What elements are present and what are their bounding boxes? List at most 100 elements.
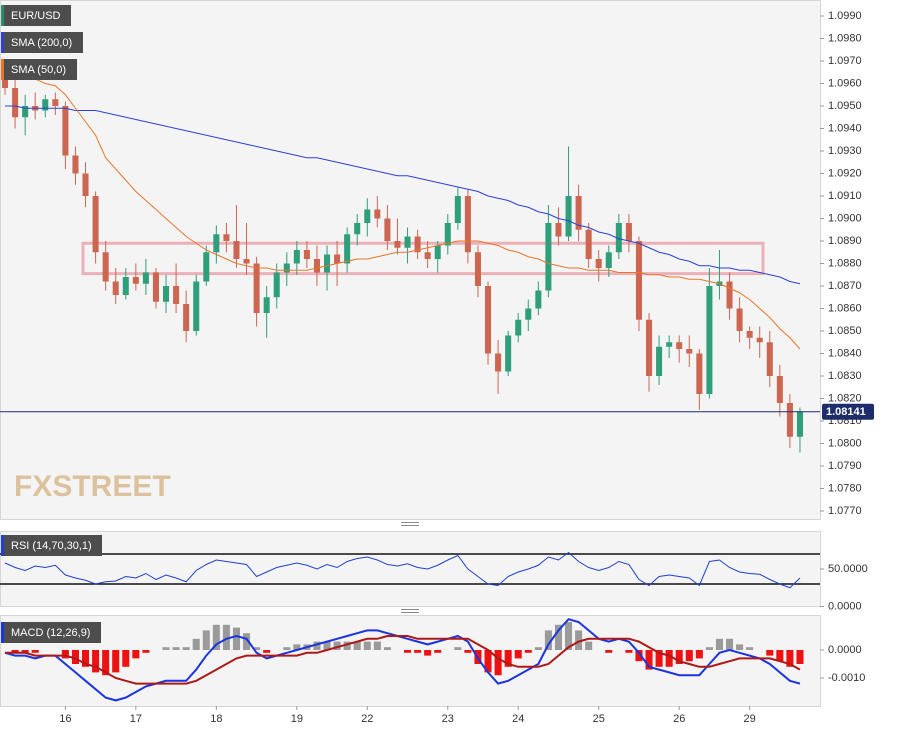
candle-body: [384, 218, 391, 241]
histogram-bar: [112, 650, 120, 673]
candle-body: [303, 250, 310, 259]
candle-body: [52, 99, 59, 106]
candle-body: [253, 263, 260, 313]
candle-body: [12, 88, 19, 118]
candle-body: [293, 250, 300, 264]
histogram-bar: [414, 650, 422, 653]
candle-body: [173, 286, 180, 304]
price-panel: [0, 0, 821, 520]
candle-body: [263, 297, 270, 313]
x-tick-label: 19: [291, 713, 303, 725]
histogram-bar: [383, 647, 391, 650]
y-tick-label: 1.0850: [828, 325, 862, 337]
legend-swatch: [1, 59, 4, 80]
y-tick-label: 1.0840: [828, 347, 862, 359]
legend-box: [1, 32, 83, 53]
panel-grip[interactable]: [401, 609, 419, 613]
histogram-bar: [605, 650, 613, 653]
candle-body: [736, 308, 743, 331]
candle-body: [102, 252, 109, 282]
macd-line: [5, 635, 801, 685]
histogram-bar: [514, 650, 522, 659]
legend-box: [1, 535, 102, 556]
legend-swatch: [1, 32, 4, 53]
candle-body: [555, 223, 562, 237]
candle-body: [62, 106, 69, 156]
panel-grip[interactable]: [401, 522, 419, 526]
candle-body: [92, 196, 99, 253]
histogram-bar: [71, 650, 79, 664]
y-tick-label: 1.0860: [828, 302, 862, 314]
sma-line: [4, 69, 801, 350]
histogram-bar: [353, 641, 361, 650]
histogram-bar: [494, 650, 502, 676]
candle-body: [545, 223, 552, 291]
candle-body: [676, 342, 683, 349]
candle-body: [2, 79, 9, 88]
sma-line: [5, 105, 801, 285]
candle-body: [756, 337, 763, 343]
y-tick-label: 1.0800: [828, 437, 862, 449]
candle-body: [686, 349, 693, 354]
y-tick-label: 1.0920: [828, 167, 862, 179]
candle-body: [625, 223, 632, 241]
histogram-bar: [373, 641, 381, 650]
candle-body: [424, 252, 431, 259]
candle-body: [615, 223, 622, 253]
candle-body: [404, 236, 411, 248]
legend-item: SMA (200,0): [1, 32, 83, 53]
y-tick-label: 1.0980: [828, 32, 862, 44]
histogram-bar: [554, 624, 562, 650]
candle-body: [726, 281, 733, 309]
candle-body: [746, 331, 753, 338]
y-tick-label: 1.0910: [828, 190, 862, 202]
candle-body: [434, 245, 441, 259]
histogram-bar: [575, 630, 583, 650]
legend-label: MACD (12,26,9): [11, 627, 90, 639]
candle-body: [444, 223, 451, 246]
candle-body: [72, 155, 79, 174]
histogram-bar: [504, 650, 512, 667]
x-tick-label: 24: [512, 713, 524, 725]
candle-body: [243, 259, 250, 264]
candle-body: [776, 376, 783, 403]
x-tick-label: 26: [673, 713, 685, 725]
candle-body: [163, 286, 170, 302]
y-tick-label: 1.0930: [828, 145, 862, 157]
rsi-panel: [0, 531, 821, 607]
x-tick-label: 25: [593, 713, 605, 725]
histogram-bar: [132, 650, 140, 659]
x-tick-label: 29: [744, 713, 756, 725]
rsi-line: [4, 551, 801, 589]
candle-body: [152, 272, 159, 302]
y-tick-label: 1.0780: [828, 482, 862, 494]
histogram-bar: [625, 650, 633, 653]
candle-body: [605, 252, 612, 268]
histogram-bar: [212, 624, 220, 650]
y-tick-label: 1.0960: [828, 77, 862, 89]
macd-line: [4, 618, 801, 702]
y-tick-label: 0.0000: [828, 644, 862, 656]
candle-body: [585, 229, 592, 259]
y-tick-label: 1.0870: [828, 280, 862, 292]
candle-body: [706, 286, 713, 394]
histogram-bar: [635, 650, 643, 662]
legend-box: [1, 622, 101, 643]
candle-body: [213, 234, 220, 253]
histogram-bar: [82, 650, 90, 667]
histogram-bar: [655, 650, 663, 667]
candle-body: [796, 411, 803, 437]
histogram-bar: [524, 650, 532, 653]
candle-body: [112, 281, 119, 295]
histogram-bar: [363, 641, 371, 650]
zone: [81, 241, 765, 276]
candle-body: [374, 209, 381, 219]
histogram-bar: [122, 650, 130, 667]
candle-body: [344, 234, 351, 264]
legend-swatch: [1, 5, 4, 26]
y-tick-label: 1.0890: [828, 235, 862, 247]
y-tick-label: -0.0010: [828, 672, 865, 684]
candle-body: [394, 241, 401, 248]
histogram-bar: [464, 650, 472, 653]
histogram-bar: [61, 650, 69, 659]
